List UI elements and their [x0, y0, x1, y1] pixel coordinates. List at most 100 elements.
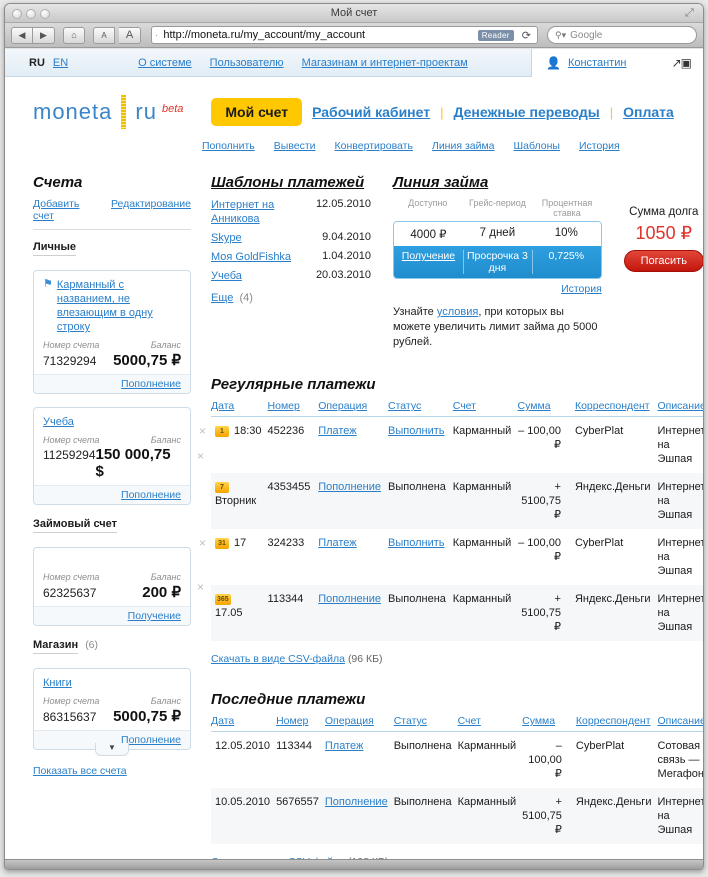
col-header-description[interactable]: Описание [657, 715, 703, 727]
col-header-description[interactable]: Описание [657, 400, 703, 412]
operation-link[interactable]: Пополнение [324, 796, 388, 808]
forward-button[interactable]: ▶ [33, 26, 55, 44]
loan-receive-link[interactable]: Получение [401, 250, 456, 262]
expand-accounts-icon[interactable]: ▼ [95, 743, 129, 756]
col-header-date[interactable]: Дата [211, 400, 235, 412]
subnav-withdraw[interactable]: Вывести [273, 140, 316, 152]
zoom-window-button[interactable] [40, 9, 50, 19]
list-item[interactable]: Интернет на Анникова 12.05.2010 [211, 198, 371, 226]
lang-en[interactable]: EN [52, 56, 69, 69]
operation-link[interactable]: Платеж [324, 740, 364, 752]
template-name-link[interactable]: Моя GoldFishka [211, 251, 292, 263]
download-csv-link[interactable]: Скачать в виде CSV-файла [211, 653, 345, 665]
col-header-status[interactable]: Статус [393, 715, 427, 727]
account-name-link[interactable]: Карманный с названием, не влезающим в од… [56, 279, 153, 333]
user-menu[interactable]: 👤 Константин ↗▣ [531, 49, 703, 77]
templates-more-link[interactable]: Еще [211, 292, 234, 304]
col-header-amount[interactable]: Сумма [517, 400, 551, 412]
col-header-status[interactable]: Статус [388, 400, 422, 412]
loan-conditions-link[interactable]: условия [436, 306, 479, 318]
operation-link[interactable]: Пополнение [318, 481, 381, 493]
fullscreen-icon[interactable]: ⤢ [685, 7, 694, 19]
minimize-window-button[interactable] [26, 9, 36, 19]
table-row[interactable]: × 1 18:30 452236 Платеж Выполнить Карманн… [199, 417, 703, 474]
col-header-date[interactable]: Дата [211, 715, 235, 727]
col-header-account[interactable]: Счет [457, 715, 481, 727]
edit-accounts-link[interactable]: Редактирование [111, 198, 191, 210]
delete-row-icon[interactable]: × [199, 536, 207, 550]
loan-history-link[interactable]: История [561, 283, 602, 295]
home-button[interactable]: ⌂ [63, 26, 85, 44]
loan-receive-cell[interactable]: Получение [394, 246, 463, 278]
close-account-icon[interactable]: × [196, 449, 204, 463]
utility-nav-about[interactable]: О системе [138, 56, 192, 69]
subnav-loan-line[interactable]: Линия займа [431, 140, 495, 152]
subnav-history[interactable]: История [578, 140, 620, 152]
nav-tab-payment[interactable]: Оплата [623, 104, 674, 120]
search-input[interactable]: ⚲▾ Google [547, 26, 697, 44]
list-item[interactable]: Моя GoldFishka 1.04.2010 [211, 250, 371, 264]
col-header-number[interactable]: Номер [267, 400, 300, 412]
template-name-link[interactable]: Skype [211, 232, 242, 244]
account-card[interactable]: × Учеба Номер счета Баланс 11259294 150 … [33, 407, 204, 505]
operation-link[interactable]: Пополнение [318, 593, 381, 605]
col-header-operation[interactable]: Операция [318, 400, 368, 412]
lang-ru[interactable]: RU [29, 56, 45, 69]
col-header-operation[interactable]: Операция [324, 715, 374, 727]
col-header-correspondent[interactable]: Корреспондент [575, 715, 651, 727]
col-header-correspondent[interactable]: Корреспондент [574, 400, 650, 412]
language-switcher[interactable]: RU EN [5, 57, 68, 69]
increase-text-size-button[interactable]: A [119, 26, 141, 44]
account-card[interactable]: Книги Номер счета Баланс 86315637 5000,7… [33, 668, 191, 756]
status-link[interactable]: Выполнить [388, 425, 445, 437]
loan-title[interactable]: Линия займа [393, 174, 489, 191]
reload-icon[interactable]: ⟳ [521, 29, 531, 42]
reader-button[interactable]: Reader [477, 29, 514, 41]
repay-button[interactable]: Погасить [623, 250, 703, 272]
download-csv-link[interactable]: Скачать в виде CSV-файла [211, 856, 345, 859]
list-item[interactable]: Skype 9.04.2010 [211, 231, 371, 245]
template-name-link[interactable]: Интернет на Анникова [211, 199, 275, 225]
table-row[interactable]: 10.05.2010 5676557 Пополнение Выполнена … [211, 788, 703, 844]
nav-tab-money-transfers[interactable]: Денежные переводы [453, 104, 600, 120]
subnav-deposit[interactable]: Пополнить [202, 140, 255, 152]
utility-nav-merchants[interactable]: Магазинам и интернет-проектам [301, 56, 468, 69]
nav-tab-workspace[interactable]: Рабочий кабинет [312, 104, 431, 120]
operation-link[interactable]: Платеж [318, 425, 357, 437]
address-bar[interactable]: · http://moneta.ru/my_account/my_account… [151, 26, 538, 44]
templates-title[interactable]: Шаблоны платежей [211, 174, 365, 191]
col-header-amount[interactable]: Сумма [522, 715, 556, 727]
table-row[interactable]: 365 17.05 113344 Пополнение Выполнена Кар… [211, 585, 703, 641]
list-item[interactable]: Учеба 20.03.2010 [211, 269, 371, 283]
nav-tab-my-account[interactable]: Мой счет [211, 98, 303, 126]
account-action-link[interactable]: Получение [127, 610, 181, 622]
template-name-link[interactable]: Учеба [211, 270, 242, 282]
subnav-convert[interactable]: Конвертировать [334, 140, 413, 152]
decrease-text-size-button[interactable]: A [93, 26, 115, 44]
account-name-link[interactable]: Учеба [43, 416, 74, 428]
delete-row-icon[interactable]: × [199, 424, 207, 438]
logo[interactable]: moneta ru beta [33, 95, 183, 129]
operation-link[interactable]: Платеж [318, 537, 357, 549]
add-account-link[interactable]: Добавить счет [33, 198, 80, 222]
col-header-account[interactable]: Счет [452, 400, 476, 412]
table-row[interactable]: 7 Вторник 4353455 Пополнение Выполнена Ка… [211, 473, 703, 529]
account-card[interactable]: × Номер счета Баланс 62325637 200 ₽ Полу… [33, 547, 204, 626]
account-action-link[interactable]: Пополнение [121, 378, 181, 390]
account-action-link[interactable]: Пополнение [121, 489, 181, 501]
account-group-title[interactable]: Магазин [33, 639, 79, 654]
show-all-accounts-link[interactable]: Показать все счета [33, 765, 127, 777]
close-account-icon[interactable]: × [196, 579, 204, 594]
close-window-button[interactable] [12, 9, 22, 19]
window-controls[interactable] [12, 9, 50, 19]
account-action-link[interactable]: Пополнение [121, 734, 181, 746]
back-button[interactable]: ◀ [11, 26, 33, 44]
col-header-number[interactable]: Номер [276, 715, 309, 727]
utility-nav-user[interactable]: Пользователю [209, 56, 284, 69]
logout-icon[interactable]: ↗▣ [671, 56, 692, 70]
user-name-link[interactable]: Константин [567, 57, 627, 69]
subnav-templates[interactable]: Шаблоны [513, 140, 560, 152]
status-link[interactable]: Выполнить [388, 537, 445, 549]
table-row[interactable]: × 31 17 324233 Платеж Выполнить Карманный… [199, 529, 703, 585]
account-card[interactable]: ⚑ Карманный с названием, не влезающим в … [33, 270, 191, 394]
